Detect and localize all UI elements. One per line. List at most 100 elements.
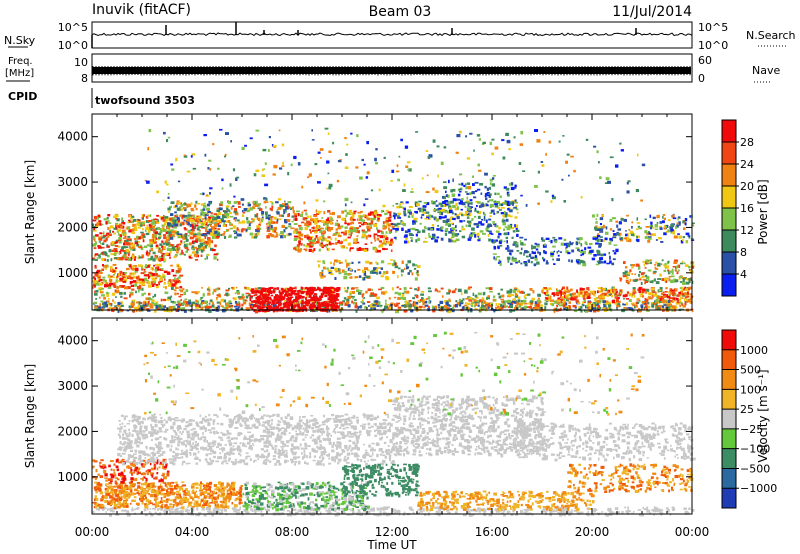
heatmap-cell (113, 301, 116, 304)
heatmap-cell (340, 231, 344, 234)
heatmap-cell (387, 223, 391, 227)
heatmap-cell (162, 275, 166, 279)
heatmap-cell (420, 216, 423, 219)
heatmap-cell (381, 231, 384, 235)
heatmap-cell (331, 296, 334, 300)
heatmap-cell (95, 298, 98, 300)
heatmap-cell (124, 271, 127, 275)
heatmap-cell (575, 299, 579, 303)
heatmap-cell (543, 287, 547, 289)
heatmap-cell (485, 197, 488, 200)
heatmap-cell (576, 260, 579, 264)
heatmap-cell (200, 226, 204, 229)
heatmap-cell (104, 279, 107, 283)
heatmap-cell (655, 239, 658, 241)
heatmap-cell (512, 207, 515, 210)
heatmap-cell (575, 247, 579, 249)
heatmap-cell (465, 186, 469, 190)
heatmap-cell (111, 292, 116, 296)
heatmap-cell (300, 291, 303, 294)
heatmap-cell (108, 297, 110, 300)
heatmap-cell (676, 224, 679, 228)
heatmap-cell (655, 300, 658, 304)
freq-tick-bottom: 8 (81, 72, 88, 85)
heatmap-cell (556, 304, 558, 308)
heatmap-cell (218, 293, 221, 295)
heatmap-cell (455, 225, 457, 229)
heatmap-cell (146, 265, 150, 268)
heatmap-cell (105, 237, 108, 241)
heatmap-cell (216, 294, 220, 297)
heatmap-cell (273, 287, 277, 290)
heatmap-cell (661, 305, 664, 308)
heatmap-cell (209, 221, 211, 224)
heatmap-cell (372, 246, 377, 250)
heatmap-cell (98, 306, 102, 309)
heatmap-cell (183, 203, 185, 206)
heatmap-cell (303, 209, 307, 212)
heatmap-cell (433, 216, 437, 219)
heatmap-cell (152, 233, 155, 237)
heatmap-cell (412, 303, 414, 307)
heatmap-cell (334, 300, 337, 304)
heatmap-cell (529, 288, 533, 291)
heatmap-cell (650, 302, 655, 305)
heatmap-cell (260, 291, 264, 295)
heatmap-cell (364, 305, 367, 309)
heatmap-cell (132, 247, 136, 251)
heatmap-cell (256, 302, 260, 305)
heatmap-cell (284, 203, 288, 206)
heatmap-cell (557, 250, 560, 252)
heatmap-cell (476, 210, 479, 213)
heatmap-cell (368, 305, 370, 307)
heatmap-cell (676, 299, 681, 304)
heatmap-cell (416, 274, 420, 277)
heatmap-cell (670, 223, 675, 228)
heatmap-cell (189, 242, 192, 246)
heatmap-cell (235, 286, 238, 289)
heatmap-cell (412, 223, 415, 225)
heatmap-cell (271, 301, 275, 304)
heatmap-cell (166, 218, 169, 221)
heatmap-cell (542, 288, 545, 291)
heatmap-cell (373, 303, 376, 306)
heatmap-cell (561, 296, 564, 299)
heatmap-cell (122, 237, 127, 240)
heatmap-cell (183, 219, 186, 222)
heatmap-cell (378, 240, 383, 243)
heatmap-cell (498, 295, 502, 299)
heatmap-cell (628, 271, 631, 275)
heatmap-cell (119, 291, 123, 295)
heatmap-cell (604, 303, 607, 307)
heatmap-cell (503, 214, 508, 218)
heatmap-cell (269, 305, 272, 308)
heatmap-cell (149, 305, 154, 309)
heatmap-cell (201, 211, 205, 215)
heatmap-cell (385, 231, 388, 234)
heatmap-cell (132, 280, 137, 283)
heatmap-cell (377, 219, 380, 222)
heatmap-cell (116, 257, 120, 260)
heatmap-cell (654, 264, 657, 266)
heatmap-cell (644, 305, 649, 308)
heatmap-cell (424, 304, 429, 307)
heatmap-cell (286, 233, 290, 237)
heatmap-cell (664, 278, 668, 282)
heatmap-cell (276, 218, 279, 222)
heatmap-cell (514, 201, 519, 204)
heatmap-cell (295, 296, 298, 299)
heatmap-cell (162, 298, 166, 302)
heatmap-cell (415, 272, 419, 275)
heatmap-cell (134, 307, 139, 311)
heatmap-cell (175, 304, 179, 306)
heatmap-cell (681, 260, 684, 263)
heatmap-cell (526, 255, 529, 258)
heatmap-cell (348, 276, 351, 279)
heatmap-cell (113, 248, 118, 251)
heatmap-cell (362, 277, 366, 281)
heatmap-cell (443, 205, 446, 207)
heatmap-cell (462, 298, 465, 301)
heatmap-cell (688, 279, 691, 283)
heatmap-cell (305, 307, 308, 311)
heatmap-cell (163, 236, 167, 240)
